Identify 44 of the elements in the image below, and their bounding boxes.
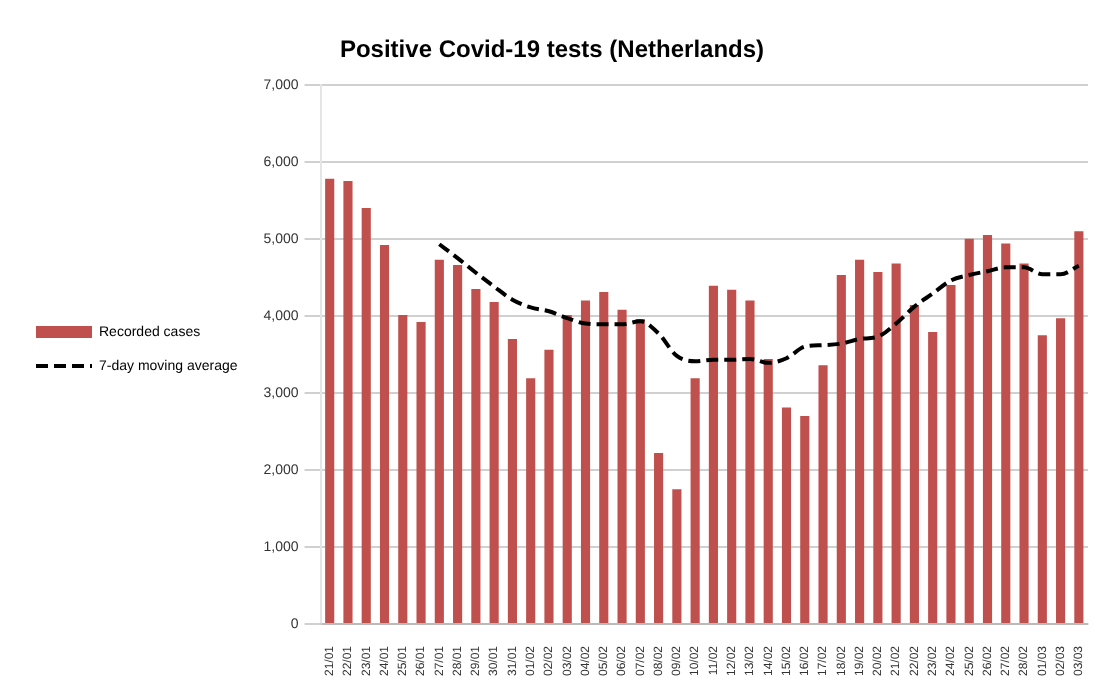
bar [1074,231,1084,623]
bar [635,318,645,623]
bar [453,265,463,623]
bar [398,315,408,623]
bar [818,365,828,623]
bar [928,332,938,623]
bar [361,208,371,623]
bar [507,338,517,623]
bar [379,245,390,623]
line-series [437,242,1081,365]
bar [580,300,591,623]
bar [763,359,773,623]
bar [964,238,974,623]
bar [836,275,846,623]
bar [982,235,993,623]
bar [727,289,737,623]
bar [599,292,609,623]
bar [708,285,718,623]
bar [1037,335,1047,623]
bar [781,407,792,623]
bar [1019,263,1029,623]
bar [544,349,554,623]
bar [325,178,335,623]
bar [617,309,627,623]
bar [891,263,901,623]
bar [416,322,426,623]
bar [745,300,755,623]
bar [562,315,572,623]
bar [909,305,919,623]
bar [1001,243,1011,623]
bar [489,302,499,623]
bar [434,259,444,623]
bar [343,181,353,623]
bar [526,378,536,623]
bar [654,452,664,623]
bar [672,489,682,623]
bar [946,285,956,623]
bar [855,259,865,623]
bar [800,416,810,623]
chart-title: Positive Covid-19 tests (Netherlands) [339,35,765,64]
bar [471,288,481,623]
bar [690,378,700,623]
bar [873,271,883,623]
bar [1056,318,1066,623]
